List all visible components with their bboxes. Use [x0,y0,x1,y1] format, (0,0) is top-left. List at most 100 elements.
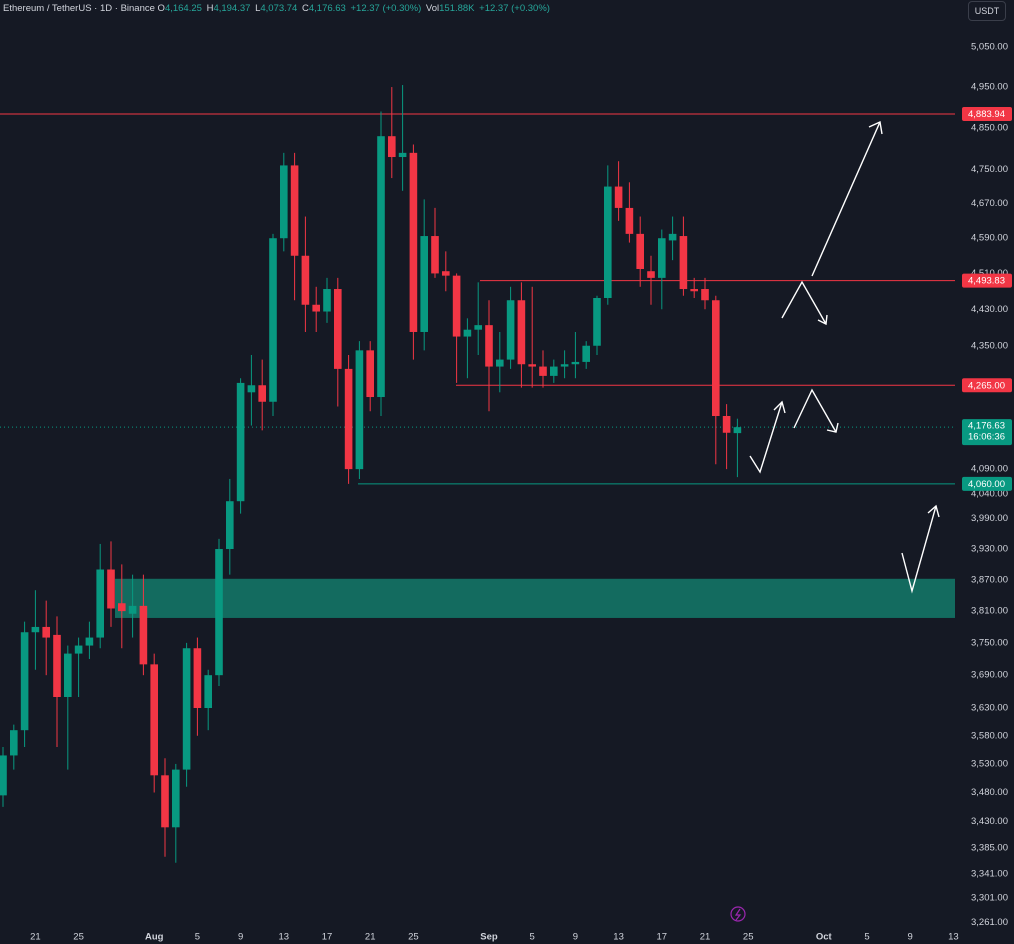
x-tick-label: 17 [657,932,668,943]
candle-body [701,289,709,301]
y-tick-label: 4,510.00 [971,268,1008,279]
y-tick-label: 3,530.00 [971,758,1008,769]
y-tick-label: 3,301.00 [971,893,1008,904]
x-tick-label: 5 [864,932,869,943]
candle-body [485,325,493,367]
y-tick-label: 5,050.00 [971,42,1008,53]
candle-body [712,300,720,417]
y-tick-label: 3,750.00 [971,637,1008,648]
candle-body [247,385,256,393]
y-tick-label: 3,261.00 [971,917,1008,928]
icon-ring [730,906,746,922]
price-tag [962,378,1012,393]
y-tick-label: 4,350.00 [971,340,1008,351]
y-tick-label: 4,590.00 [971,233,1008,244]
x-tick-label: 21 [30,932,41,943]
candle-body [64,653,72,698]
candle-body [301,255,310,305]
x-tick-label: Aug [145,932,164,943]
y-tick-label: 3,930.00 [971,544,1008,555]
volume: 151.88K [439,3,475,14]
candle-body [344,368,353,470]
candle-body [560,364,569,367]
y-tick-label: 3,630.00 [971,703,1008,714]
arrow [811,121,881,277]
arrow-head [927,504,940,518]
candle-body [150,664,158,776]
candle-body [280,165,288,239]
y-tick-label: 3,870.00 [971,574,1008,585]
price-tag-label: 4,265.00 [968,380,1005,391]
y-tick-label: 3,385.00 [971,842,1008,853]
ohlc-high-key: H [206,3,214,14]
candle-body [625,207,634,234]
countdown-label: 16:06:36 [968,432,1005,443]
candle-body [582,345,590,362]
x-tick-label: 9 [238,932,243,943]
candle-body [323,289,331,312]
candle-body [193,648,202,709]
candle-body [571,361,580,365]
y-tick-label: 4,040.00 [971,488,1008,499]
candle-body [474,325,482,330]
candle-body [636,233,644,269]
volume-change: +12.37 (+0.30%) [479,3,550,14]
drawing-arrows [749,120,940,594]
candle-body [161,775,169,828]
candle-body [593,297,601,346]
candle-body [647,271,655,278]
x-tick-label: Oct [816,932,833,943]
x-tick-label: 5 [195,932,200,943]
candle-body [139,605,148,665]
volume-key: Vol [425,3,440,14]
candle-body [226,501,234,550]
candle-body [539,366,547,376]
x-tick-label: 13 [279,932,290,943]
x-tick-label: 5 [530,932,535,943]
candle-body [215,549,223,676]
ohlc-close: 4,176.63 [308,3,346,14]
candle-body [496,359,504,367]
symbol[interactable]: Ethereum / TetherUS · 1D · Binance [3,3,155,14]
candle-body [312,304,320,312]
lightning-icon[interactable] [730,906,746,922]
candle-body [107,569,115,609]
arrow [749,401,783,474]
candle-body [290,165,299,256]
candle-body [442,271,450,276]
x-tick-label: 21 [700,932,711,943]
symbol-header: Ethereum / TetherUS · 1D · Binance O4,16… [3,3,552,14]
last-price-tag [962,419,1012,446]
last-price-label: 4,176.63 [968,421,1005,432]
ohlc-open-key: O [157,3,165,14]
currency-button[interactable]: USDT [968,1,1006,21]
candle-body [31,626,40,633]
candle-body [85,637,94,646]
candle-body [128,605,137,614]
ohlc-close-key: C [301,3,309,14]
price-axis-panel [955,0,1014,944]
candle-body [182,648,191,770]
candle-body [550,366,558,376]
ohlc-open: 4,164.25 [164,3,202,14]
y-tick-label: 3,580.00 [971,730,1008,741]
candle-body [604,186,612,298]
y-tick-label: 4,090.00 [971,464,1008,475]
ohlc-low: 4,073.74 [260,3,298,14]
y-tick-label: 3,341.00 [971,869,1008,880]
arrow-head [826,422,839,433]
price-tag [962,106,1012,121]
x-tick-label: 25 [743,932,754,943]
price-tag [962,476,1012,491]
candle-body [506,300,515,360]
x-tick-label: 9 [573,932,578,943]
y-tick-label: 4,850.00 [971,122,1008,133]
y-tick-label: 3,430.00 [971,816,1008,827]
candle-body [528,364,536,367]
candle-body [420,236,428,332]
price-tag-label: 4,060.00 [968,479,1005,490]
candle-body [96,569,104,638]
candle-body [431,236,439,274]
candle-body [658,238,666,278]
